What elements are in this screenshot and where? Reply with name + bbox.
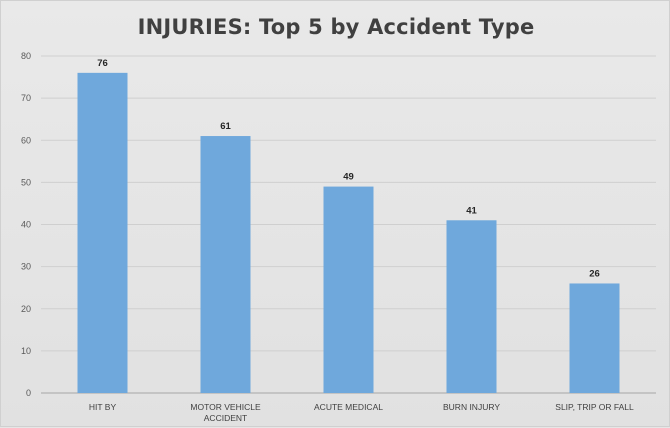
data-label: 61 <box>220 121 231 132</box>
data-label: 76 <box>97 58 108 69</box>
x-tick-label: BURN INJURY <box>443 402 500 412</box>
y-tick-label: 10 <box>21 346 31 356</box>
data-label: 26 <box>589 268 600 279</box>
data-label: 49 <box>343 172 354 183</box>
y-tick-label: 80 <box>21 51 31 61</box>
data-label: 41 <box>466 205 477 216</box>
x-tick-label: HIT BY <box>89 402 117 412</box>
bar <box>446 220 497 393</box>
bar <box>200 136 251 393</box>
x-tick-label: MOTOR VEHICLE <box>190 402 261 412</box>
bar <box>569 283 620 393</box>
y-tick-label: 20 <box>21 304 31 314</box>
chart-title: INJURIES: Top 5 by Accident Type <box>137 15 535 39</box>
bar <box>323 186 374 393</box>
y-tick-label: 40 <box>21 220 31 230</box>
x-tick-label: ACUTE MEDICAL <box>314 402 383 412</box>
y-tick-label: 60 <box>21 135 31 145</box>
x-tick-label: ACCIDENT <box>204 413 247 423</box>
y-tick-label: 0 <box>26 388 31 398</box>
y-tick-label: 30 <box>21 262 31 272</box>
y-tick-label: 70 <box>21 93 31 103</box>
x-tick-label: SLIP, TRIP OR FALL <box>555 402 634 412</box>
y-tick-label: 50 <box>21 177 31 187</box>
bar <box>77 72 128 393</box>
